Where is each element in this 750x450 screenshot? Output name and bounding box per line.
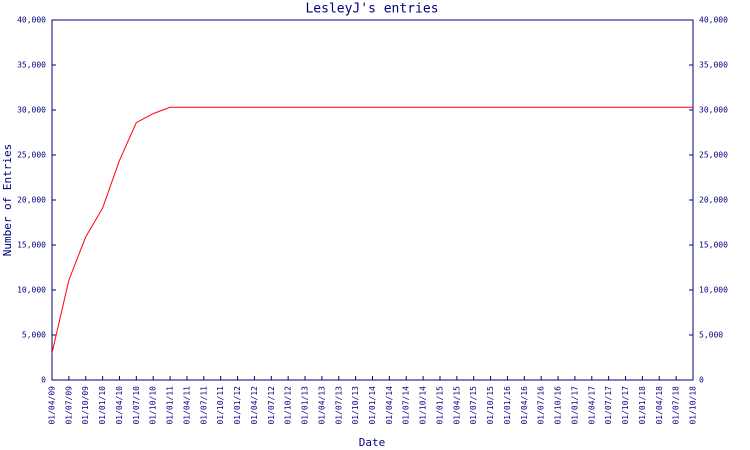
x-tick-label: 01/07/15 [469,386,478,425]
y2-tick-label: 5,000 [699,331,723,340]
y2-tick-label: 20,000 [699,196,728,205]
x-tick-label: 01/07/17 [604,386,613,425]
y-axis-label: Number of Entries [1,144,14,257]
y2-tick-label: 0 [699,376,704,385]
plot-frame [51,19,694,381]
x-tick-label: 01/10/09 [81,386,90,425]
x-tick-label: 01/10/17 [621,386,630,425]
x-tick-label: 01/10/10 [149,386,158,425]
y-tick-label: 40,000 [17,16,46,25]
x-tick-label: 01/07/16 [537,386,546,425]
x-tick-label: 01/04/12 [250,386,259,425]
y2-tick-label: 40,000 [699,16,728,25]
x-tick-label: 01/04/11 [182,386,191,425]
x-tick-label: 01/07/10 [132,386,141,425]
y-tick-label: 35,000 [17,61,46,70]
x-tick-label: 01/10/18 [689,386,698,425]
y2-tick-label: 25,000 [699,151,728,160]
x-tick-label: 01/01/14 [368,386,377,425]
x-tick-label: 01/04/09 [48,386,57,425]
x-tick-label: 01/04/14 [385,386,394,425]
y-tick-label: 5,000 [22,331,46,340]
x-tick-label: 01/01/18 [638,386,647,425]
x-tick-label: 01/04/10 [115,386,124,425]
x-tick-label: 01/04/15 [452,386,461,425]
y2-tick-label: 10,000 [699,286,728,295]
x-tick-label: 01/10/16 [554,386,563,425]
x-tick-label: 01/07/13 [334,386,343,425]
x-tick-label: 01/10/15 [486,386,495,425]
y-tick-label: 0 [41,376,46,385]
x-tick-label: 01/01/13 [301,386,310,425]
x-tick-label: 01/10/13 [351,386,360,425]
y-tick-label: 20,000 [17,196,46,205]
x-tick-label: 01/01/16 [503,386,512,425]
x-tick-label: 01/10/11 [216,386,225,425]
x-tick-label: 01/04/16 [520,386,529,425]
x-tick-label: 01/01/15 [435,386,444,425]
x-tick-label: 01/01/17 [570,386,579,425]
x-tick-label: 01/04/18 [655,386,664,425]
x-tick-label: 01/07/11 [199,386,208,425]
x-tick-label: 01/07/12 [267,386,276,425]
y-tick-label: 10,000 [17,286,46,295]
x-tick-label: 01/04/13 [317,386,326,425]
x-tick-label: 01/07/18 [672,386,681,425]
chart-title: LesleyJ's entries [305,2,438,17]
x-tick-label: 01/01/10 [98,386,107,425]
x-tick-label: 01/07/14 [402,386,411,425]
y2-tick-label: 35,000 [699,61,728,70]
y-tick-label: 15,000 [17,241,46,250]
y2-tick-label: 15,000 [699,241,728,250]
data-line [51,106,693,354]
x-tick-label: 01/01/11 [166,386,175,425]
x-tick-label: 01/07/09 [64,386,73,425]
y2-tick-label: 30,000 [699,106,728,115]
x-tick-label: 01/10/12 [284,386,293,425]
y-tick-label: 25,000 [17,151,46,160]
x-tick-label: 01/10/14 [419,386,428,425]
y-tick-label: 30,000 [17,106,46,115]
x-tick-label: 01/04/17 [587,386,596,425]
x-axis-label: Date [359,436,386,449]
x-tick-label: 01/01/12 [233,386,242,425]
